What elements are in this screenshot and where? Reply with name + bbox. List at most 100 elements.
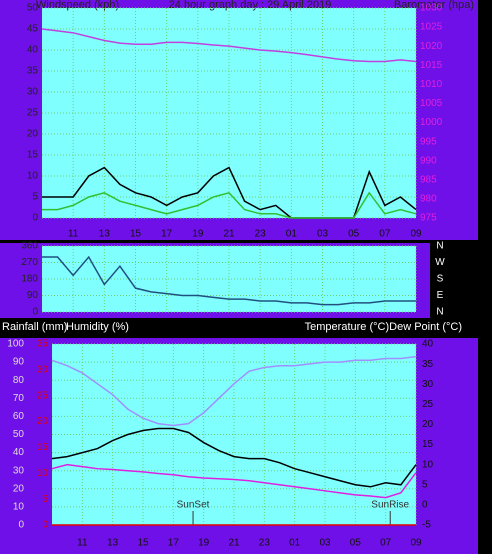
y2-tick-label: 5 — [422, 479, 428, 490]
series-line — [42, 255, 416, 306]
y-tick-label: 15 — [27, 150, 39, 161]
y2-tick-label: 0 — [422, 500, 428, 511]
y3-tick-label: 25 — [37, 390, 49, 401]
y-tick-label: 50 — [13, 429, 25, 440]
x-tick-label: 13 — [99, 229, 111, 240]
y-tick-label: 0 — [32, 213, 38, 224]
y-tick-label: 30 — [13, 465, 25, 476]
x-tick-label: 19 — [192, 229, 204, 240]
y-tick-label: 60 — [13, 411, 25, 422]
y-axis-title: Humidity (%) — [66, 321, 129, 333]
annotation: SunRise — [371, 500, 409, 511]
y2-tick-label: -5 — [422, 520, 431, 531]
x-tick-label: 07 — [379, 229, 391, 240]
y2-tick-label: 30 — [422, 379, 434, 390]
x-tick-label: 17 — [168, 538, 180, 549]
series-line — [41, 28, 417, 63]
x-tick-label: 15 — [137, 538, 149, 549]
y-tick-label: 180 — [21, 274, 38, 285]
series-line — [42, 191, 417, 219]
y-tick-label: 0 — [18, 520, 24, 531]
compass-label: W — [435, 257, 445, 268]
x-tick-label: 07 — [380, 538, 392, 549]
y-tick-label: 10 — [13, 502, 25, 513]
y3-tick-label: 0 — [42, 520, 48, 531]
x-tick-label: 19 — [198, 538, 210, 549]
y-tick-label: 360 — [21, 241, 38, 252]
y-tick-label: 70 — [13, 393, 25, 404]
y-tick-label: 80 — [13, 375, 25, 386]
annotation: SunSet — [177, 500, 210, 511]
y3-tick-label: 10 — [37, 468, 49, 479]
y2-tick-label: 980 — [420, 194, 437, 205]
x-tick-label: 05 — [348, 229, 360, 240]
y2-tick-label: 10 — [422, 459, 434, 470]
y2-tick-label: 1000 — [420, 117, 443, 128]
y2-tick-label: 35 — [422, 359, 434, 370]
y3-tick-label: 15 — [37, 442, 49, 453]
compass-label: N — [436, 307, 443, 318]
series-line — [51, 463, 417, 499]
x-tick-label: 15 — [130, 229, 142, 240]
chart-title: 24 hour graph day : 29 April 2019 — [169, 0, 332, 11]
x-tick-label: 13 — [107, 538, 119, 549]
y2-tick-label: 40 — [422, 339, 434, 350]
y2-tick-label: 995 — [420, 136, 437, 147]
x-tick-label: 23 — [259, 538, 271, 549]
y-axis-title: Windspeed (kph) — [36, 0, 119, 11]
y-tick-label: 30 — [27, 87, 39, 98]
y2-tick-label: 990 — [420, 155, 437, 166]
y-tick-label: 50 — [27, 3, 39, 14]
y-tick-label: 90 — [13, 357, 25, 368]
y2-tick-label: 20 — [422, 419, 434, 430]
compass-label: S — [437, 274, 444, 285]
x-tick-label: 09 — [410, 538, 422, 549]
y-tick-label: 10 — [27, 171, 39, 182]
y2-tick-label: 1030 — [420, 3, 443, 14]
x-tick-label: 23 — [255, 229, 267, 240]
compass-label: N — [436, 241, 443, 252]
x-tick-label: 09 — [410, 229, 422, 240]
x-tick-label: 03 — [317, 229, 329, 240]
y-tick-label: 0 — [32, 307, 38, 318]
x-tick-label: 21 — [223, 229, 235, 240]
y2-tick-label: 975 — [420, 213, 437, 224]
y2-tick-label: 15 — [422, 439, 434, 450]
y3-tick-label: 20 — [37, 416, 49, 427]
y-tick-label: 20 — [27, 129, 39, 140]
y-tick-label: 35 — [27, 66, 39, 77]
x-tick-label: 01 — [286, 229, 298, 240]
compass-label: E — [437, 290, 444, 301]
y2-tick-label: 1015 — [420, 60, 443, 71]
x-tick-label: 17 — [161, 229, 173, 240]
y2-tick-label: 1020 — [420, 41, 443, 52]
y3-tick-label: 35 — [37, 339, 49, 350]
y3-tick-label: 30 — [37, 364, 49, 375]
x-tick-label: 11 — [77, 538, 88, 549]
y2-tick-label: 1025 — [420, 22, 443, 33]
y-tick-label: 45 — [27, 24, 39, 35]
y2-tick-label: 25 — [422, 399, 434, 410]
y2-axis-title: Barometer (hpa) — [394, 0, 474, 11]
y2-axis-title: Temperature (°C)Dew Point (°C) — [305, 321, 462, 333]
x-tick-label: 11 — [68, 229, 79, 240]
y-tick-label: 40 — [27, 45, 39, 56]
x-tick-label: 21 — [228, 538, 240, 549]
y3-tick-label: 5 — [42, 494, 48, 505]
y-tick-label: 25 — [27, 108, 39, 119]
y-tick-label: 5 — [32, 192, 38, 203]
y-tick-label: 90 — [27, 290, 39, 301]
x-tick-label: 03 — [319, 538, 331, 549]
y-tick-label: 40 — [13, 447, 25, 458]
y2-tick-label: 1005 — [420, 98, 443, 109]
y2-tick-label: 985 — [420, 174, 437, 185]
series-line — [51, 427, 417, 488]
y-tick-label: 270 — [21, 257, 38, 268]
series-line — [51, 355, 417, 427]
x-tick-label: 01 — [289, 538, 301, 549]
y3-axis-title: Rainfall (mm) — [2, 321, 67, 333]
y-tick-label: 20 — [13, 483, 25, 494]
y2-tick-label: 1010 — [420, 79, 443, 90]
